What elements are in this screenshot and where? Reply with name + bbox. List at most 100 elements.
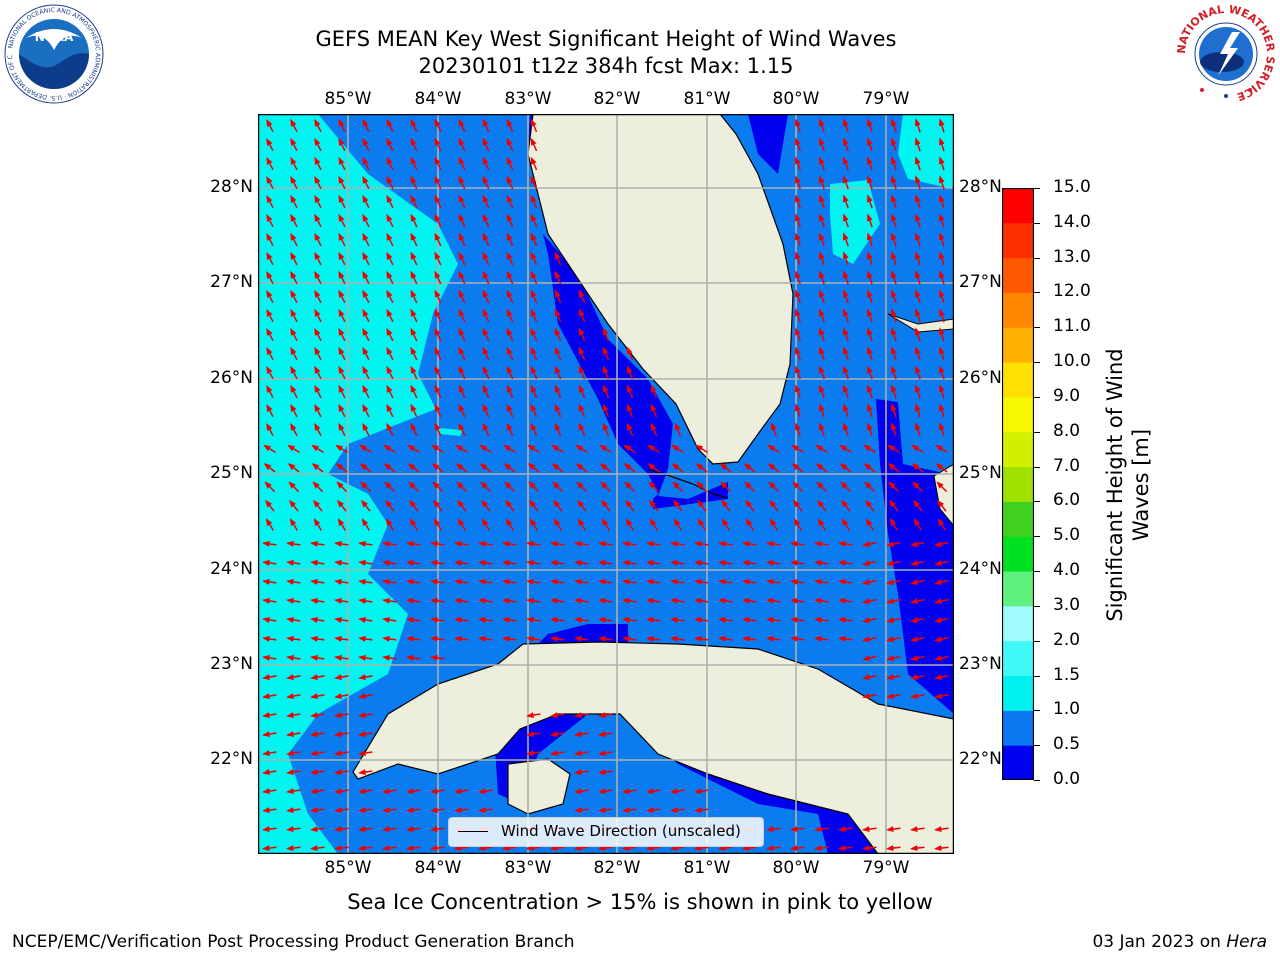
wave-direction-arrow	[406, 826, 421, 833]
wave-direction-arrow	[526, 578, 541, 585]
lon-label: 85°W	[324, 858, 372, 878]
wave-direction-arrow	[673, 499, 683, 512]
wave-direction-arrow	[386, 270, 394, 285]
wave-direction-arrow	[914, 213, 921, 228]
wave-direction-arrow	[454, 845, 469, 852]
wave-direction-arrow	[406, 635, 421, 642]
colorbar-tick-label: 9.0	[1053, 385, 1081, 406]
wave-direction-arrow	[290, 289, 298, 304]
wave-direction-arrow	[382, 635, 397, 642]
wave-direction-arrow	[795, 175, 801, 190]
colorbar-tick-mark	[1034, 710, 1040, 712]
wave-direction-arrow	[720, 481, 732, 493]
wave-direction-arrow	[286, 597, 301, 604]
wave-direction-arrow	[914, 403, 921, 418]
wave-direction-arrow	[310, 674, 325, 681]
wave-direction-arrow	[458, 213, 466, 228]
colorbar-segment	[1002, 605, 1034, 642]
wave-direction-arrow	[334, 845, 349, 852]
wave-direction-arrow	[766, 540, 781, 547]
wave-direction-arrow	[937, 499, 947, 512]
wave-direction-arrow	[358, 712, 373, 719]
host-name: Hera	[1226, 932, 1267, 952]
wave-direction-arrow	[649, 518, 659, 531]
wave-direction-arrow	[458, 175, 466, 190]
colorbar-segment	[1002, 292, 1034, 328]
wave-direction-arrow	[434, 213, 442, 228]
wave-direction-arrow	[286, 578, 301, 585]
wave-direction-arrow	[312, 481, 324, 493]
wave-direction-arrow	[502, 597, 517, 604]
wave-direction-arrow	[841, 499, 851, 512]
wave-direction-arrow	[910, 560, 925, 567]
wave-direction-arrow	[266, 403, 274, 418]
colorbar-tick-label: 10.0	[1053, 351, 1091, 372]
wave-direction-arrow	[358, 693, 373, 700]
wave-direction-arrow	[600, 481, 612, 493]
wave-direction-arrow	[338, 422, 346, 437]
wave-direction-arrow	[914, 384, 921, 399]
wave-direction-arrow	[766, 635, 781, 642]
wave-direction-arrow	[410, 194, 418, 209]
wave-direction-arrow	[262, 712, 277, 719]
wave-direction-arrow	[361, 499, 371, 512]
wave-direction-arrow	[334, 788, 349, 795]
wave-direction-arrow	[358, 597, 373, 604]
wave-direction-arrow	[843, 346, 849, 361]
lon-label: 83°W	[504, 89, 552, 109]
wave-direction-arrow	[910, 579, 925, 586]
wave-direction-arrow	[334, 635, 349, 642]
legend-line-sample	[458, 831, 488, 832]
wave-direction-arrow	[406, 578, 421, 585]
colorbar-tick-mark	[1034, 536, 1040, 538]
wave-direction-arrow	[313, 518, 323, 531]
wave-direction-arrow	[770, 422, 778, 437]
wave-direction-arrow	[410, 346, 418, 361]
wave-direction-arrow	[890, 422, 897, 437]
wave-direction-arrow	[358, 559, 373, 566]
wave-direction-arrow	[793, 518, 803, 531]
wave-direction-arrow	[482, 137, 490, 152]
wave-direction-arrow	[815, 463, 828, 473]
wave-direction-arrow	[911, 444, 924, 454]
wave-direction-arrow	[286, 731, 301, 738]
lat-label: 27°N	[210, 272, 253, 292]
wave-direction-arrow	[819, 251, 825, 266]
wave-direction-arrow	[843, 289, 849, 304]
wave-direction-arrow	[505, 499, 515, 512]
wave-direction-arrow	[819, 232, 825, 247]
colorbar-tick-label: 1.5	[1053, 664, 1081, 685]
wave-direction-arrow	[742, 616, 757, 623]
wave-direction-arrow	[482, 308, 490, 323]
wave-direction-arrow	[478, 578, 493, 585]
colorbar-tick-mark	[1034, 466, 1040, 468]
wave-direction-arrow	[914, 232, 921, 247]
wave-direction-arrow	[434, 232, 442, 247]
wave-direction-arrow	[266, 156, 274, 171]
wave-direction-arrow	[934, 826, 949, 833]
wave-direction-arrow	[768, 481, 780, 493]
wave-direction-arrow	[286, 845, 301, 852]
wave-direction-arrow	[386, 384, 394, 399]
bahamas-island	[887, 313, 954, 333]
wave-direction-arrow	[602, 346, 610, 361]
wave-direction-arrow	[409, 499, 419, 512]
wave-direction-arrow	[766, 597, 781, 604]
cyan-patch	[438, 428, 463, 436]
wave-direction-arrow	[554, 365, 562, 380]
wave-direction-arrow	[886, 693, 901, 700]
wave-direction-arrow	[795, 194, 801, 209]
wave-direction-arrow	[386, 213, 394, 228]
wave-direction-arrow	[266, 270, 274, 285]
wave-direction-arrow	[598, 807, 613, 814]
wave-direction-arrow	[575, 463, 588, 473]
wave-direction-arrow	[527, 444, 540, 454]
wave-direction-arrow	[314, 327, 322, 342]
wave-direction-arrow	[384, 481, 396, 493]
wave-direction-arrow	[914, 194, 921, 209]
wave-direction-arrow	[290, 365, 298, 380]
wave-direction-arrow	[382, 788, 397, 795]
wave-direction-arrow	[530, 156, 538, 171]
wave-direction-arrow	[862, 617, 877, 624]
wave-direction-arrow	[290, 137, 298, 152]
